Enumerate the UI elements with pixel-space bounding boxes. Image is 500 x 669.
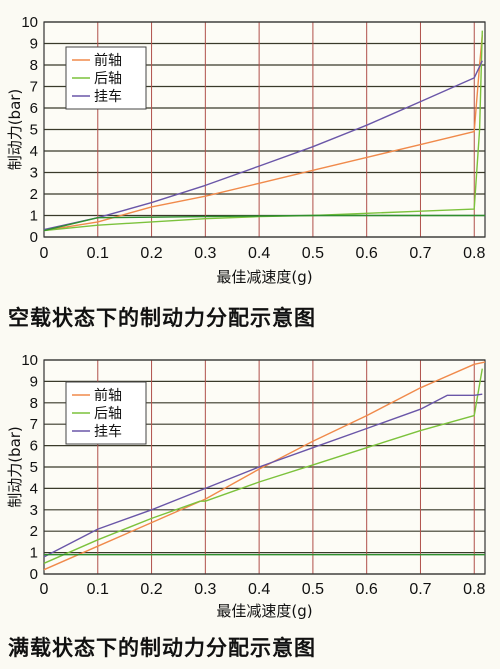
x-tick-label: 0.1 — [87, 245, 109, 262]
x-tick-label: 0.8 — [463, 245, 485, 262]
x-tick-label: 0.6 — [356, 245, 378, 262]
x-axis-label: 最佳减速度(g) — [216, 268, 312, 286]
x-tick-label: 0.3 — [194, 245, 216, 262]
y-tick-label: 1 — [30, 545, 38, 562]
legend-label: 挂车 — [94, 88, 122, 105]
series-line-1 — [43, 361, 486, 571]
y-tick-label: 4 — [30, 480, 38, 497]
y-tick-label: 10 — [21, 14, 38, 31]
x-tick-label: 0.1 — [87, 581, 109, 598]
series-line-4 — [43, 214, 485, 232]
x-tick-label: 0.2 — [140, 581, 162, 598]
y-tick-label: 4 — [30, 143, 38, 160]
y-tick-label: 10 — [21, 352, 38, 369]
legend-label: 前轴 — [94, 52, 122, 69]
series-line-3 — [43, 60, 483, 231]
x-tick-label: 0 — [40, 581, 49, 598]
y-tick-label: 5 — [30, 459, 38, 476]
series-line-2 — [43, 368, 483, 564]
y-tick-label: 2 — [30, 186, 38, 203]
x-tick-label: 0 — [40, 245, 49, 262]
chart-full-load: 0 1 2 3 4 5 6 7 8 9 10 0 0.1 0.2 0.3 0.4 0.5 0.6 0.7 0.8 最佳减… — [6, 352, 486, 620]
chart-caption: 空载状态下的制动力分配示意图 — [8, 306, 316, 330]
legend-label: 后轴 — [94, 71, 122, 87]
x-axis-label: 最佳减速度(g) — [216, 602, 312, 620]
y-tick-label: 0 — [30, 566, 38, 583]
x-tick-label: 0.7 — [409, 581, 431, 598]
legend-label: 挂车 — [94, 423, 122, 440]
y-tick-label: 8 — [30, 57, 38, 74]
y-tick-label: 3 — [30, 502, 38, 519]
x-tick-label: 0.4 — [248, 581, 270, 598]
x-tick-label: 0.5 — [302, 245, 324, 262]
y-tick-label: 7 — [30, 79, 38, 96]
y-tick-label: 9 — [30, 36, 38, 53]
y-axis-label: 制动力(bar) — [6, 89, 24, 171]
y-tick-label: 8 — [30, 395, 38, 412]
y-tick-label: 0 — [30, 229, 38, 246]
y-axis-label: 制动力(bar) — [6, 426, 24, 508]
y-tick-label: 6 — [30, 438, 38, 455]
chart-panel-empty-load: 0 1 2 3 4 5 6 7 8 9 10 0 0.1 0.2 0.3 0.4 0.5 0.6 0.7 0.8 最佳减… — [6, 14, 486, 330]
x-tick-label: 0.8 — [463, 581, 485, 598]
x-tick-label: 0.5 — [302, 581, 324, 598]
y-tick-label: 1 — [30, 208, 38, 225]
y-tick-label: 5 — [30, 122, 38, 139]
chart-panel-full-load: 0 1 2 3 4 5 6 7 8 9 10 0 0.1 0.2 0.3 0.4 0.5 0.6 0.7 0.8 最佳减… — [0, 340, 500, 669]
series-line-3 — [43, 393, 483, 558]
legend-label: 后轴 — [94, 406, 122, 422]
x-tick-label: 0.2 — [140, 245, 162, 262]
series-line-1 — [43, 34, 483, 232]
y-tick-label: 7 — [30, 416, 38, 433]
y-tick-label: 3 — [30, 165, 38, 182]
plot-frame — [43, 21, 486, 238]
y-tick-label: 2 — [30, 523, 38, 540]
x-tick-label: 0.4 — [248, 245, 270, 262]
legend-label: 前轴 — [94, 387, 122, 404]
x-tick-label: 0.3 — [194, 581, 216, 598]
x-tick-label: 0.7 — [409, 245, 431, 262]
chart-caption: 满载状态下的制动力分配示意图 — [8, 636, 316, 660]
y-tick-label: 9 — [30, 373, 38, 390]
plot-frame — [43, 359, 486, 575]
y-tick-label: 6 — [30, 100, 38, 117]
x-tick-label: 0.6 — [356, 581, 378, 598]
chart-empty-load: 0 1 2 3 4 5 6 7 8 9 10 0 0.1 0.2 0.3 0.4 0.5 0.6 0.7 0.8 最佳减… — [6, 14, 486, 286]
